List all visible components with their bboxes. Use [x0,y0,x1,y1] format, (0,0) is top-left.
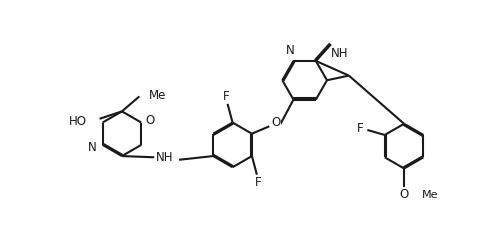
Text: Me: Me [149,89,167,102]
Text: O: O [271,116,280,129]
Text: N: N [285,44,294,58]
Text: Me: Me [421,190,438,200]
Text: N: N [88,141,97,154]
Text: NH: NH [331,47,348,60]
Text: NH: NH [156,151,173,164]
Text: O: O [399,188,409,201]
Text: F: F [223,90,230,103]
Text: O: O [145,114,155,126]
Text: HO: HO [69,115,87,128]
Text: F: F [255,176,261,189]
Text: F: F [357,122,363,135]
